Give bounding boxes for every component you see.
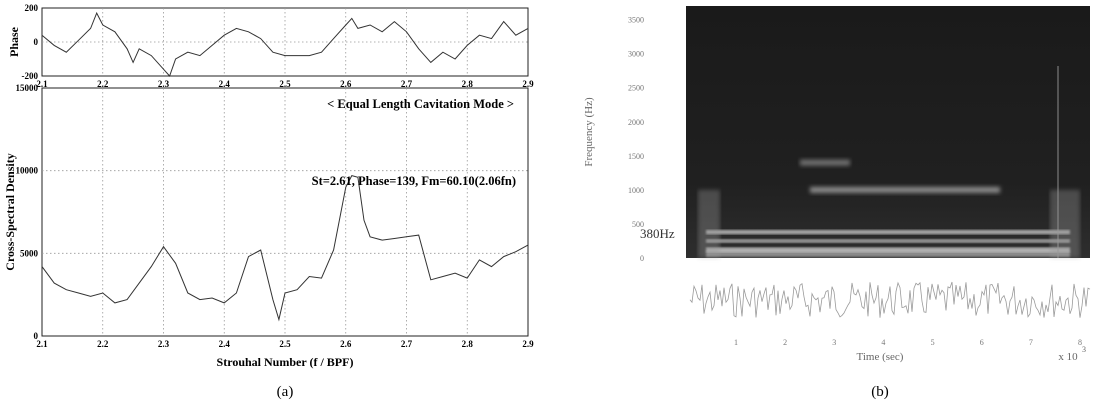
- phase-x-tick-label: 2.1: [36, 79, 48, 89]
- phase-x-tick-label: 2.8: [462, 79, 474, 89]
- phase-y-axis-label: Phase: [7, 26, 21, 57]
- spectrogram-y-ticks: 3500 3000 2500 2000 1500 1000 500 0: [628, 16, 644, 263]
- spectrogram-band: [706, 250, 1070, 257]
- csd-x-tick-label: 2.6: [340, 339, 352, 349]
- spectrogram-band-1400hz: [800, 159, 850, 166]
- panel-a-label: (a): [277, 384, 294, 400]
- spectrogram-x-axis-label: Time (sec): [857, 351, 904, 363]
- spectrogram-band: [706, 229, 1070, 235]
- spectrogram-y-tick-label: 1000: [628, 186, 644, 195]
- panel-b-label: (b): [871, 384, 889, 400]
- spectrogram-x-tick-label: 6: [980, 338, 984, 347]
- spectrogram-burst: [1050, 189, 1080, 258]
- spectrogram-y-tick-label: 1500: [628, 152, 644, 161]
- csd-x-tick-label: 2.5: [279, 339, 291, 349]
- spectrogram-band-1000hz: [810, 186, 1000, 193]
- csd-x-tick-label: 2.2: [97, 339, 109, 349]
- phase-y-tick-label: 0: [34, 37, 39, 47]
- csd-x-tick-label: 2.9: [522, 339, 534, 349]
- phase-x-tick-label: 2.4: [219, 79, 231, 89]
- spectrogram-image: [686, 6, 1090, 258]
- spectrogram-bands: [698, 66, 1080, 258]
- phase-x-tick-label: 2.6: [340, 79, 352, 89]
- csd-annotation-peak: St=2.61, Phase=139, Fm=60.10(2.06fn): [312, 174, 516, 188]
- spectrogram-annotation-380hz: 380Hz: [640, 226, 675, 241]
- spectrogram-burst: [698, 189, 720, 258]
- spectrogram-y-tick-label: 0: [640, 254, 644, 263]
- csd-x-tick-label: 2.3: [158, 339, 170, 349]
- csd-series-line: [41, 175, 529, 322]
- spectrogram-y-tick-label: 2500: [628, 84, 644, 93]
- spectrogram-y-axis-label: Frequency (Hz): [583, 97, 595, 167]
- time-series-waveform: [689, 281, 1091, 318]
- spectrogram-panel: 3500 3000 2500 2000 1500 1000 500 0 380Hz Frequ…: [583, 6, 1091, 363]
- spectrogram-x-tick-label: 3: [832, 338, 836, 347]
- csd-y-tick-label: 5000: [20, 248, 39, 258]
- spectrogram-x-tick-label: 1: [734, 338, 738, 347]
- csd-x-tick-label: 2.1: [36, 339, 48, 349]
- csd-y-tick-label: 0: [34, 331, 39, 341]
- spectrogram-x-tick-label: 4: [881, 338, 885, 347]
- csd-panel: 15000 10000 5000 0 2.1 2.2 2.3 2.4 2.5 2.6 2.7 2.8…: [3, 83, 534, 369]
- phase-x-ticks: 2.1 2.2 2.3 2.4 2.5 2.6 2.7 2.8 2.9: [36, 79, 534, 89]
- csd-annotation-mode: < Equal Length Cavitation Mode >: [327, 97, 514, 111]
- phase-y-tick-label: -200: [22, 71, 39, 81]
- csd-y-tick-label: 10000: [16, 166, 39, 176]
- spectrogram-band: [706, 247, 1070, 253]
- waveform-line: [689, 281, 1091, 318]
- spectrogram-band: [706, 238, 1070, 243]
- csd-x-tick-label: 2.8: [462, 339, 474, 349]
- spectrogram-y-tick-label: 2000: [628, 118, 644, 127]
- csd-y-tick-label: 15000: [16, 83, 39, 93]
- spectrogram-x-tick-label: 2: [783, 338, 787, 347]
- spectrogram-x-tick-label: 8: [1078, 338, 1082, 347]
- phase-grid: [42, 8, 528, 76]
- csd-x-tick-label: 2.4: [219, 339, 231, 349]
- phase-y-ticks: 200 0 -200: [22, 3, 39, 81]
- spectrogram-x-tick-label: 7: [1029, 338, 1033, 347]
- phase-x-tick-label: 2.5: [279, 79, 291, 89]
- spectrogram-x-ticks: 1 2 3 4 5 6 7 8: [734, 338, 1082, 347]
- spectrogram-x-multiplier-exponent: 3: [1082, 345, 1086, 354]
- spectrogram-x-multiplier: x 10: [1058, 351, 1078, 363]
- spectrogram-y-tick-label: 500: [632, 220, 644, 229]
- phase-x-tick-label: 2.2: [97, 79, 109, 89]
- spectrogram-y-tick-label: 3000: [628, 50, 644, 59]
- phase-y-tick-label: 200: [25, 3, 39, 13]
- csd-y-axis-label: Cross-Spectral Density: [3, 153, 17, 270]
- phase-x-tick-label: 2.9: [522, 79, 534, 89]
- phase-series-line: [41, 11, 529, 77]
- csd-x-axis-label: Strouhal Number (f / BPF): [217, 355, 354, 369]
- spectrogram-y-tick-label: 3500: [628, 16, 644, 25]
- csd-y-ticks: 15000 10000 5000 0: [16, 83, 39, 341]
- spectrogram-x-tick-label: 5: [931, 338, 935, 347]
- csd-x-ticks: 2.1 2.2 2.3 2.4 2.5 2.6 2.7 2.8 2.9: [36, 339, 534, 349]
- csd-grid: [42, 88, 528, 336]
- csd-x-tick-label: 2.7: [401, 339, 413, 349]
- phase-x-tick-label: 2.3: [158, 79, 170, 89]
- phase-panel: 200 0 -200 2.1 2.2 2.3 2.4 2.5 2.6 2.7 2.8 2.9 Pha…: [7, 3, 534, 89]
- phase-x-tick-label: 2.7: [401, 79, 413, 89]
